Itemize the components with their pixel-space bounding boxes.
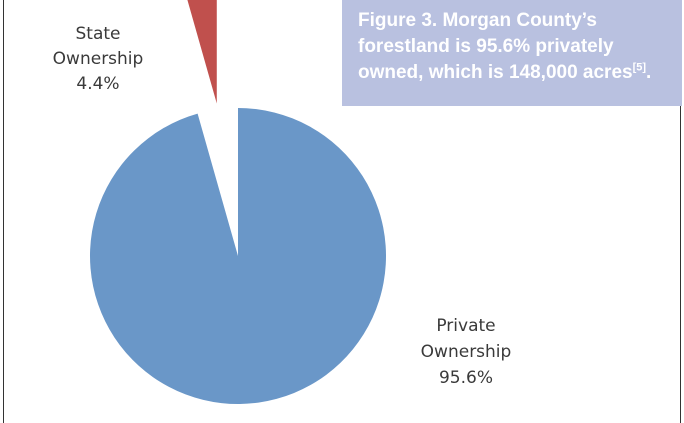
private-label-line2: Ownership [421,342,512,362]
state-label-line1: State [76,24,121,44]
caption-text: Figure 3. Morgan County’s forestland is … [358,10,633,83]
caption-superscript: [5] [632,61,647,74]
figure-caption: Figure 3. Morgan County’s forestland is … [342,0,682,106]
caption-end: . [646,62,652,83]
state-label-line2: Ownership [53,49,144,69]
state-value-label: 4.4% [76,74,119,94]
pie-slice-private [89,108,386,404]
pie-slice-state [187,0,217,104]
private-value-label: 95.6% [439,368,493,388]
private-label-line1: Private [436,316,495,336]
